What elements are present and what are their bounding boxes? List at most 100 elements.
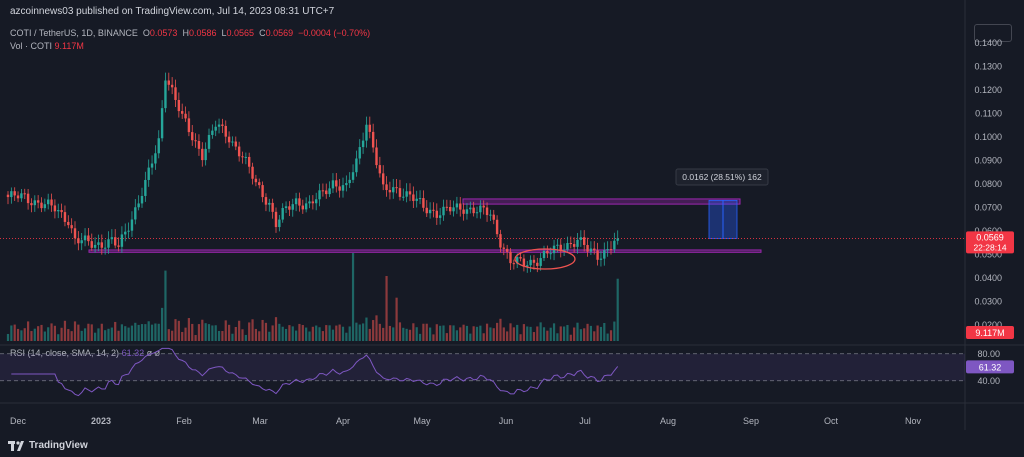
eye-icon[interactable]: ø (146, 348, 153, 358)
rsi-value: 61.32 (121, 348, 145, 358)
candle-body (415, 198, 418, 201)
candle-body (479, 205, 482, 213)
volume-bar (211, 325, 214, 341)
close-label: C (259, 28, 266, 38)
candle-body (254, 178, 258, 183)
candle-body (130, 219, 134, 231)
x-tick-label: 2023 (91, 416, 111, 426)
candle-body (23, 193, 26, 195)
candle-body (412, 194, 415, 201)
x-tick-label: Sep (743, 416, 759, 426)
volume-bar (77, 324, 80, 341)
volume-bar (599, 326, 603, 341)
y-tick-label: 0.0300 (974, 297, 1002, 307)
volume-bar (161, 307, 164, 341)
volume-bar (479, 325, 482, 341)
volume-bar (33, 328, 36, 341)
volume-bar (432, 334, 435, 341)
volume-bar (27, 321, 30, 341)
candle-body (315, 199, 318, 204)
close-value: 0.0569 (265, 28, 294, 38)
volume-bar (392, 327, 395, 341)
volume-bar (67, 329, 70, 341)
low-value: 0.0565 (226, 28, 255, 38)
candle-body (140, 195, 144, 204)
x-tick-label: May (413, 416, 431, 426)
x-tick-label: Mar (252, 416, 268, 426)
candle-body (97, 242, 100, 245)
brand-name: TradingView (29, 440, 88, 451)
candle-body (117, 245, 120, 247)
volume-bar (398, 322, 402, 341)
volume-bar (154, 323, 157, 341)
volume-bar (613, 321, 616, 341)
candle-body (402, 196, 405, 198)
volume-bar (408, 329, 412, 341)
y-tick-label: 0.0500 (974, 250, 1002, 260)
volume-value: 9.117M (54, 41, 84, 51)
y-tick-label: 0.1400 (974, 38, 1002, 48)
candle-body (325, 190, 328, 195)
candle-body (214, 126, 217, 131)
volume-bar (144, 324, 147, 341)
volume-bar (519, 334, 522, 341)
candle-body (67, 221, 70, 226)
candle-body (90, 241, 93, 248)
volume-bar (516, 324, 519, 341)
volume-bar (596, 325, 599, 341)
volume-bar (30, 331, 33, 341)
candle-body (536, 262, 539, 266)
volume-bar (455, 330, 458, 341)
candle-body (124, 231, 127, 235)
candle-body (392, 187, 395, 193)
volume-bar (345, 332, 348, 341)
volume-bar (439, 325, 442, 341)
support-zone (88, 249, 762, 253)
publish-title: azcoinnews03 published on TradingView.co… (10, 6, 335, 17)
candle-body (405, 191, 408, 197)
volume-bar (305, 327, 308, 341)
volume-bar (20, 330, 23, 341)
candle-body (499, 234, 502, 248)
candle-body (57, 210, 60, 212)
volume-bar (94, 332, 97, 341)
x-tick-label: Apr (336, 416, 350, 426)
volume-bar (435, 324, 438, 341)
candle-body (197, 141, 201, 149)
x-tick-label: Aug (660, 416, 676, 426)
volume-bar (124, 326, 127, 341)
candle-body (251, 166, 254, 179)
candle-body (489, 214, 492, 216)
price-badge-value: 0.0569 (976, 232, 1004, 242)
rsi-badge (966, 360, 1014, 374)
tradingview-logo-icon (8, 440, 24, 451)
y-tick-label: 0.0200 (974, 320, 1002, 330)
volume-bar (231, 333, 234, 341)
volume-bar (137, 324, 140, 341)
settings-icon[interactable]: ø (154, 348, 161, 358)
candle-body (93, 244, 97, 248)
volume-label: Vol · COTI (10, 41, 53, 51)
candle-body (103, 247, 107, 249)
candle-body (224, 125, 227, 137)
candle-body (321, 190, 325, 192)
volume-bar (365, 317, 368, 341)
volume-bar (492, 328, 495, 341)
volume-bar (130, 325, 134, 341)
measure-label-text: 0.0162 (28.51%) 162 (682, 172, 762, 182)
x-tick-label: Jul (579, 416, 591, 426)
rsi-badge-value: 61.32 (979, 362, 1002, 372)
candle-body (177, 99, 181, 112)
volume-bar (184, 327, 187, 341)
volume-bar (405, 328, 408, 341)
candle-body (482, 205, 485, 208)
candle-body (268, 202, 271, 205)
candle-body (485, 207, 489, 216)
symbol-name: COTI / TetherUS, 1D, BINANCE (10, 28, 138, 38)
candle-body (438, 215, 442, 218)
snapshot-button[interactable] (974, 24, 1012, 42)
candle-body (475, 212, 479, 214)
volume-bar (228, 324, 231, 341)
candle-body (301, 205, 304, 210)
